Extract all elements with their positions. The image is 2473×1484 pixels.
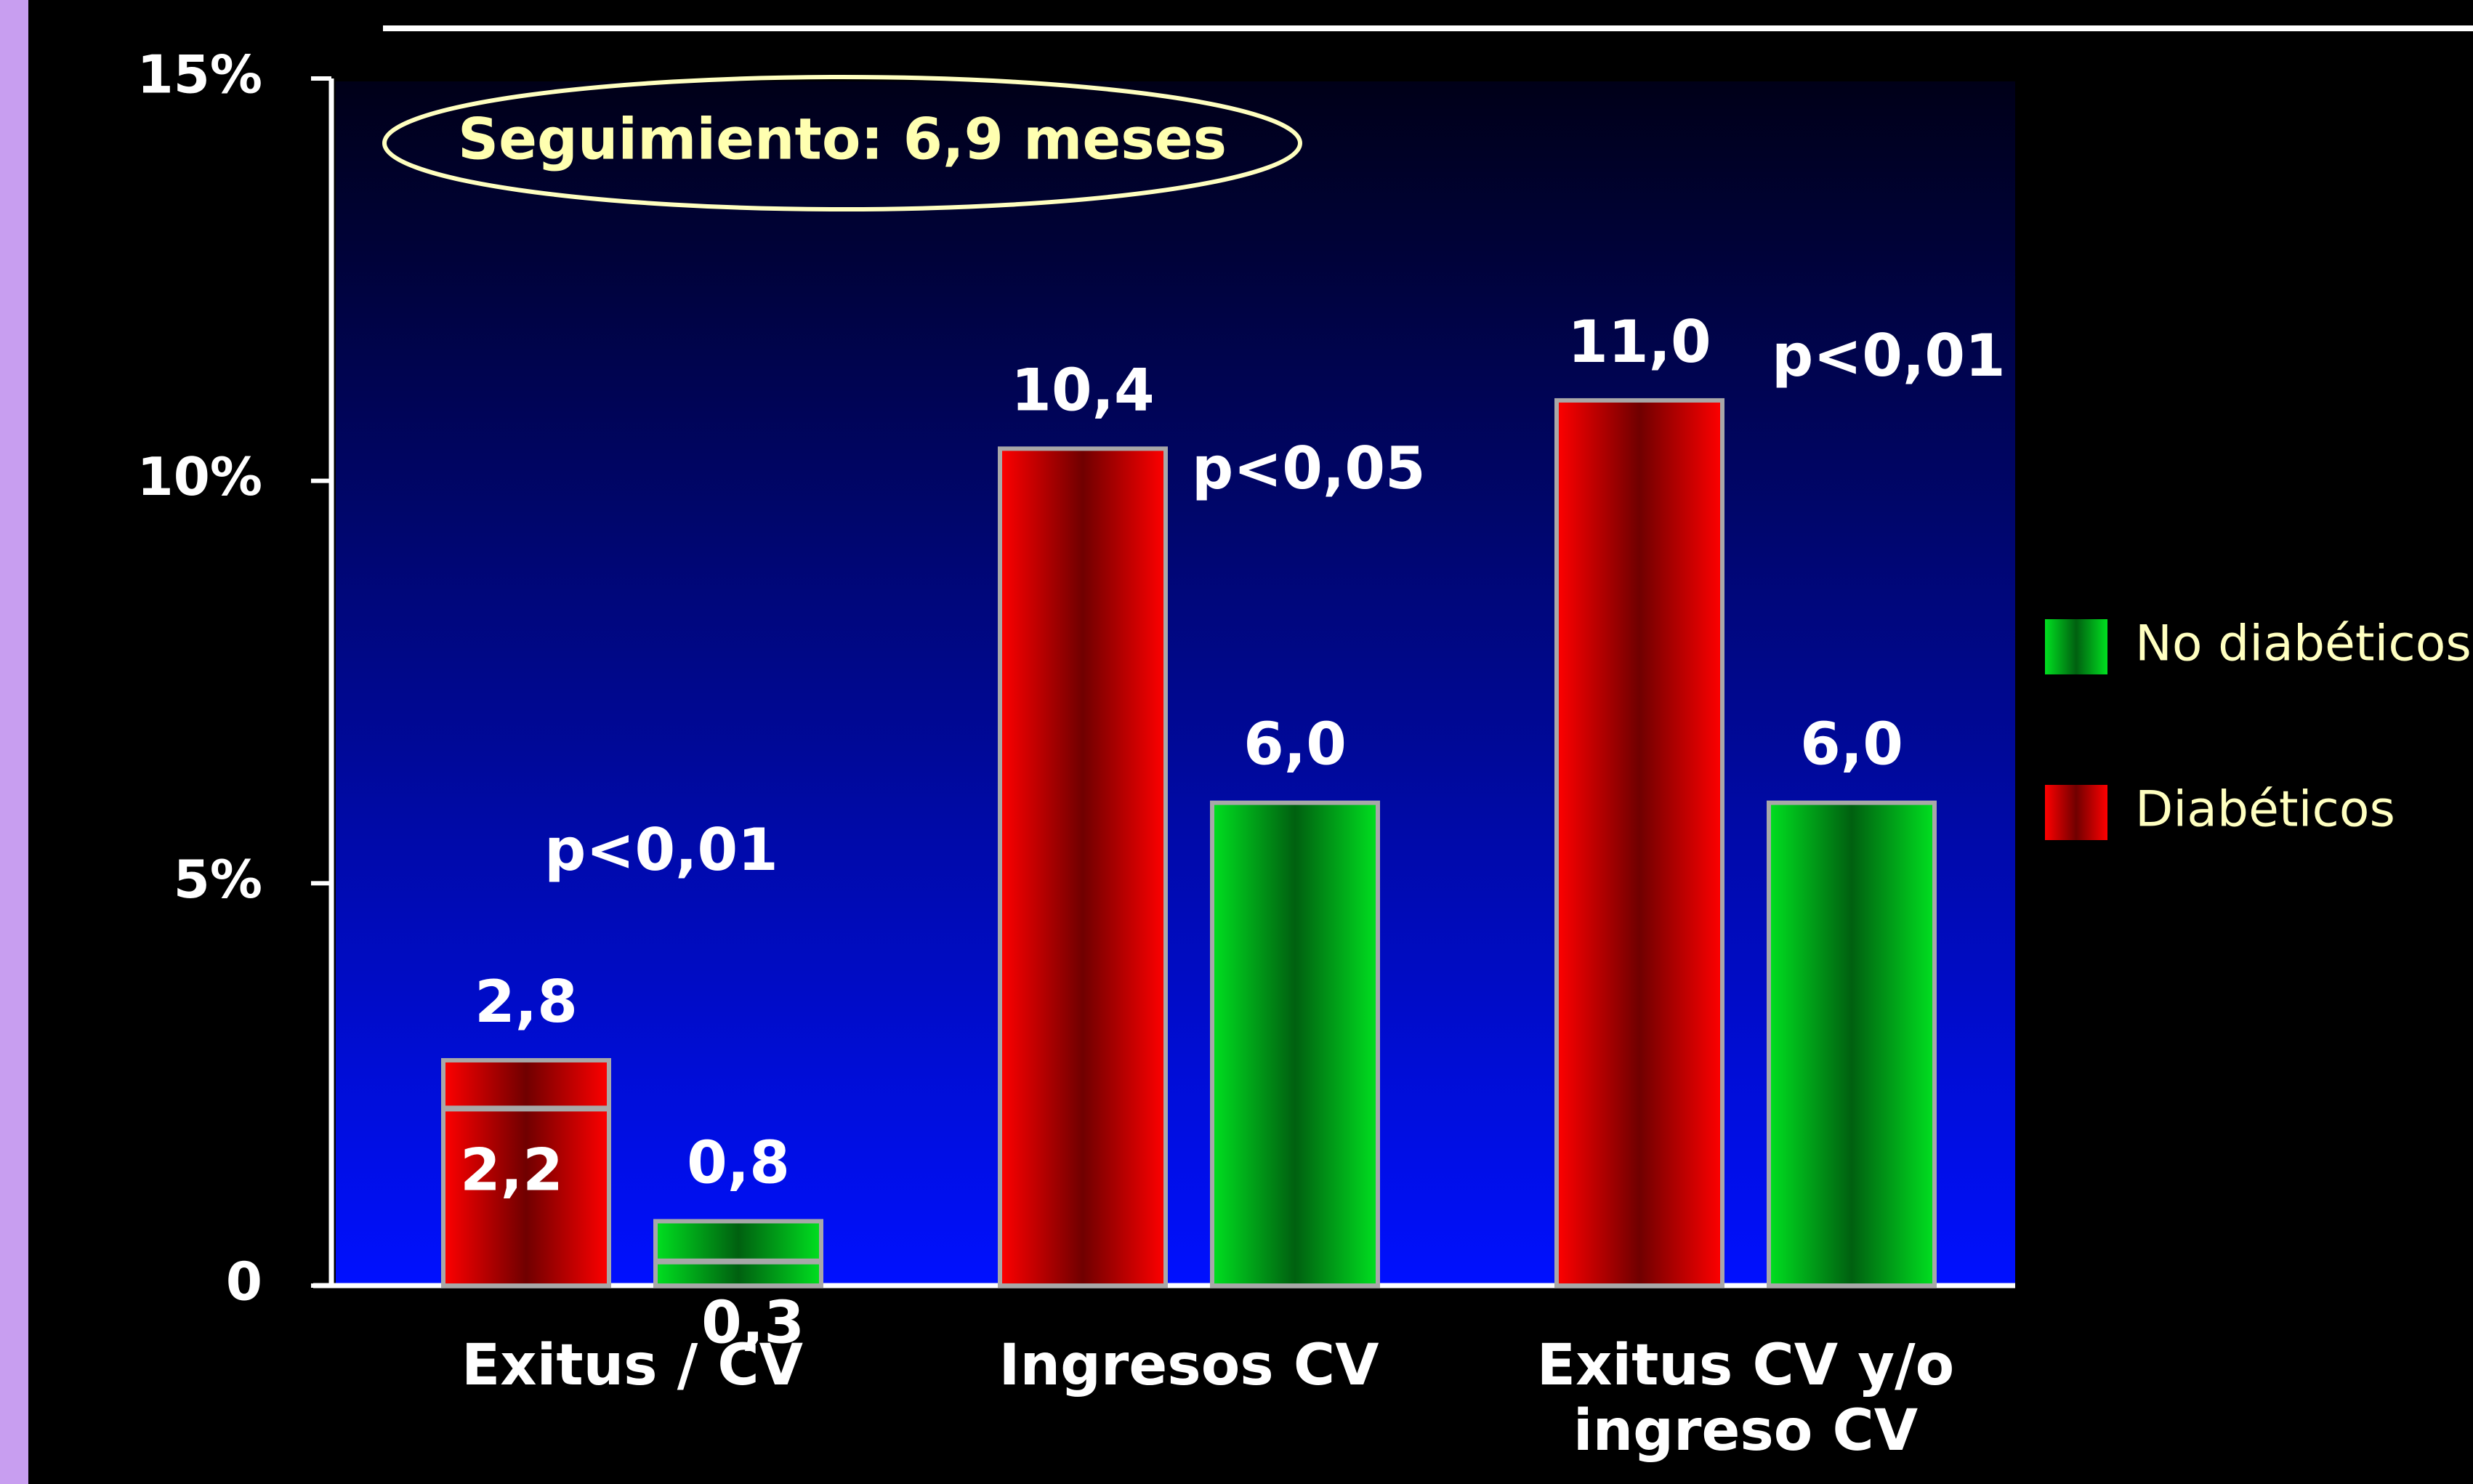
y-tick-label: 0	[226, 1251, 262, 1312]
bar	[998, 446, 1168, 1289]
bar	[1767, 800, 1937, 1288]
x-tick-label: Exitus CV y/o ingreso CV	[1536, 1333, 1955, 1464]
legend-swatch	[2045, 619, 2107, 674]
value-label: 2,8	[475, 968, 578, 1036]
side-strip	[0, 0, 28, 1484]
bar	[1554, 398, 1724, 1288]
annotation: Seguimiento: 6,9 meses	[458, 107, 1227, 172]
y-tick-label: 15%	[137, 44, 262, 105]
legend-label: No diabéticos	[2135, 616, 2472, 673]
x-tick-label: Exitus / CV	[461, 1333, 803, 1398]
y-tick-label: 5%	[174, 849, 262, 910]
value-label: 0,8	[687, 1129, 790, 1196]
x-tick-label: Ingresos CV	[999, 1333, 1379, 1398]
bar	[653, 1219, 823, 1288]
value-label: 11,0	[1568, 308, 1711, 376]
plot-area	[336, 81, 2015, 1286]
sub-value-label: 0,3	[701, 1289, 804, 1357]
legend-swatch	[2045, 785, 2107, 840]
legend-label: Diabéticos	[2135, 781, 2395, 839]
p-value: p<0,05	[1192, 435, 1426, 502]
value-label: 6,0	[1243, 711, 1347, 778]
value-label: 6,0	[1800, 711, 1903, 778]
bar	[441, 1057, 611, 1288]
p-value: p<0,01	[544, 816, 778, 884]
value-label: 10,4	[1011, 356, 1154, 424]
bar	[1210, 800, 1380, 1288]
sub-value-label: 2,2	[460, 1136, 563, 1203]
annotation-ellipse	[382, 75, 1302, 211]
p-value: p<0,01	[1772, 322, 2006, 390]
y-tick-label: 10%	[137, 446, 262, 507]
